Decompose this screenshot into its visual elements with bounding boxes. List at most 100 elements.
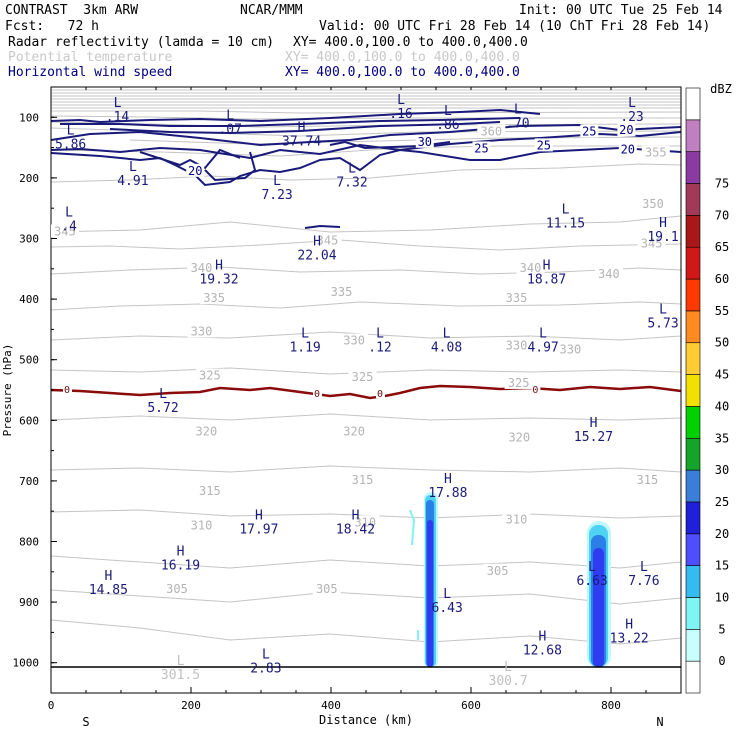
zero-isotherm (50, 384, 682, 400)
colorbar-level: 40 (715, 399, 729, 413)
extremum-value: 5.72 (147, 401, 178, 416)
colorbar-swatch (685, 374, 701, 407)
zero-label: 0 (377, 389, 383, 400)
org-label: NCAR/MMM (240, 3, 303, 18)
theta-label-bg (477, 124, 506, 138)
theta-label: 330 (560, 343, 582, 357)
theta-label: 315 (199, 484, 221, 498)
theta-label: 340 (520, 261, 542, 275)
extremum-value: 300.7 (489, 674, 528, 689)
theta-label: 315 (352, 473, 374, 487)
wind-label: 20 (621, 143, 635, 157)
colorbar-swatch (685, 469, 701, 503)
y-tick-label: 800 (19, 536, 39, 549)
extremum-value: 14.85 (89, 583, 128, 598)
wind-label: 20 (188, 164, 202, 178)
theta-label-bg (195, 483, 224, 497)
zero-label-bg (376, 388, 385, 399)
colorbar-level: 5 (718, 622, 725, 636)
extremum-value: 1.19 (289, 341, 320, 356)
colorbar-swatch (685, 183, 701, 216)
y-tick-label: 500 (19, 354, 39, 367)
colorbar-swatch (685, 629, 701, 662)
theta-label-bg (641, 145, 670, 159)
theta-label: 345 (317, 234, 339, 248)
extremum-value: 2.83 (250, 662, 281, 677)
x-tick-label: 400 (321, 699, 341, 712)
y-axis: 100 200 300 400 500 600 700 800 900 1000 (13, 86, 57, 694)
y-tick-label: 400 (19, 293, 39, 306)
extremum-type: H (298, 120, 306, 135)
wind-label: 20 (619, 123, 633, 137)
theta-label: 340 (191, 261, 213, 275)
extremum-value: 7.23 (261, 188, 292, 203)
theta-label: 315 (637, 473, 659, 487)
extremum-type: H (625, 617, 633, 632)
theta-label-bg (556, 342, 585, 356)
wind-label-bg (415, 134, 434, 148)
y-tick-label: 300 (19, 233, 39, 246)
extremum-value: .86 (436, 118, 459, 133)
theta-label: 320 (343, 424, 365, 438)
extremum-type: L (226, 108, 234, 123)
extremum-type: L (504, 660, 512, 675)
colorbar-level: 0 (718, 654, 725, 668)
wind-label-bg (580, 124, 599, 138)
theta-label-bg (348, 472, 377, 486)
extremum-type: H (538, 630, 546, 645)
extremum-type: H (104, 569, 112, 584)
extrema-markers: L.14 L.07L.16 L.86L.70L.23H37.74L5.86L4.91… (55, 93, 679, 689)
wind-label-bg (534, 138, 553, 152)
extremum-type: L (628, 96, 636, 111)
extremum-value: 12.68 (523, 644, 562, 659)
extremum-value: 4.08 (431, 341, 462, 356)
field-xy-theta: XY= 400.0,100.0 to 400.0,400.0 (285, 50, 520, 65)
theta-contour-labels: 355 350 345 345 345 340 340 340 335 335 335 330 330 3… (51, 124, 670, 596)
forecast-hour: Fcst: 72 h (5, 19, 99, 34)
wind-label: 25 (537, 138, 551, 152)
field-xy-reflectivity: XY= 400.0,100.0 to 400.0,400.0 (293, 35, 528, 50)
extremum-type: L (562, 202, 570, 217)
theta-label: 305 (487, 564, 509, 578)
south-end-label: S (82, 715, 89, 729)
extremum-value: 13.22 (610, 631, 649, 646)
colorbar-swatch (685, 119, 701, 152)
extremum-type: L (539, 327, 547, 342)
colorbar-swatch (685, 310, 701, 344)
y-tick-label: 1000 (13, 657, 40, 670)
colorbar-swatch (685, 533, 701, 566)
x-tick-label: 0 (48, 699, 55, 712)
field-xy-wind: XY= 400.0,100.0 to 400.0,400.0 (285, 65, 520, 80)
colorbar-level: 15 (715, 559, 729, 573)
theta-label-bg (187, 260, 216, 274)
theta-label-bg (505, 430, 534, 444)
extremum-type: H (313, 234, 321, 249)
colorbar-level: 10 (715, 590, 729, 604)
extremum-value: .07 (218, 122, 241, 137)
extremum-type: L (159, 387, 167, 402)
colorbar-level: 55 (715, 304, 729, 318)
theta-label: 345 (54, 224, 76, 238)
theta-label: 310 (506, 512, 528, 526)
extremum-value: 19.32 (199, 273, 238, 288)
field-name-theta: Potential temperature (8, 50, 173, 65)
north-end-label: N (656, 715, 663, 729)
colorbar-level: 35 (715, 431, 729, 445)
colorbar-swatch (685, 151, 701, 184)
extremum-value: 22.04 (297, 248, 336, 263)
valid-time: Valid: 00 UTC Fri 28 Feb 14 (10 ChT Fri … (319, 19, 711, 34)
extremum-value: .4 (61, 219, 77, 234)
extremum-type: H (255, 508, 263, 523)
extremum-type: H (659, 216, 667, 231)
colorbar-swatch (685, 501, 701, 535)
extremum-type: H (444, 472, 452, 487)
theta-label: 360 (480, 124, 502, 138)
theta-label-bg (639, 197, 667, 211)
extremum-value: 11.15 (546, 216, 585, 231)
colorbar-level: 50 (715, 336, 729, 350)
theta-label-bg (340, 424, 369, 438)
extremum-type: H (543, 259, 551, 274)
theta-label-bg (348, 369, 377, 383)
theta-label-bg (504, 375, 533, 389)
plot-background (51, 87, 681, 693)
